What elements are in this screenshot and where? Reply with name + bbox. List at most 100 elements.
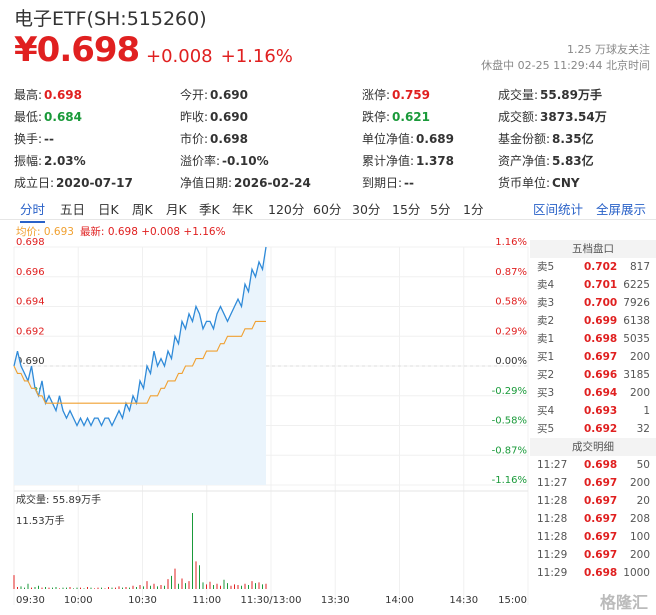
stat-value: 2026-02-24 xyxy=(234,176,311,190)
pct-tick-label: -0.58% xyxy=(492,416,527,427)
stat-label: 成立日: xyxy=(14,176,55,190)
pct-tick-label: 0.00% xyxy=(495,356,527,367)
stat-item: 累计净值: 1.378 xyxy=(362,152,454,169)
tab-5[interactable]: 季K xyxy=(199,202,220,217)
order-book-row: 买4 0.693 1 xyxy=(530,402,656,420)
order-volume: 7926 xyxy=(623,297,650,309)
range-stats-link[interactable]: 区间统计 xyxy=(533,202,584,217)
tab-8[interactable]: 60分 xyxy=(313,202,342,217)
x-tick-label: 13:30 xyxy=(321,595,350,606)
order-book-row: 买1 0.697 200 xyxy=(530,348,656,366)
security-title: 电子ETF(SH:515260) xyxy=(14,8,207,30)
stat-label: 最高: xyxy=(14,88,43,102)
stat-value: -- xyxy=(404,176,415,190)
stat-label: 成交额: xyxy=(498,110,539,124)
x-tick-label: 15:00 xyxy=(498,595,527,606)
stat-value: 0.690 xyxy=(210,88,249,102)
y-tick-label: 0.696 xyxy=(16,267,45,278)
volume-label: 成交量: 55.89万手 xyxy=(16,493,101,506)
trade-price: 0.697 xyxy=(584,477,618,489)
x-tick-label: 14:30 xyxy=(449,595,478,606)
order-volume: 6225 xyxy=(623,279,650,291)
change-percent: +1.16% xyxy=(220,46,293,67)
trade-time: 11:28 xyxy=(537,495,568,507)
order-level: 买1 xyxy=(537,351,555,363)
stat-label: 振幅: xyxy=(14,154,43,168)
order-panel: 五档盘口 卖5 0.702 817 卖4 0.701 6225 卖3 0.700 7926 卖2 0… xyxy=(530,240,656,582)
pct-tick-label: 0.87% xyxy=(495,267,527,278)
order-book-row: 卖3 0.700 7926 xyxy=(530,294,656,312)
trade-row: 11:29 0.698 1000 xyxy=(530,564,656,582)
order-price: 0.702 xyxy=(584,261,618,273)
followers-count[interactable]: 1.25 万球友关注 xyxy=(567,43,650,56)
order-price: 0.697 xyxy=(584,351,618,363)
stat-label: 溢价率: xyxy=(180,154,221,168)
order-volume: 5035 xyxy=(623,333,650,345)
tab-11[interactable]: 5分 xyxy=(430,202,451,217)
stat-value: 0.621 xyxy=(392,110,431,124)
tab-6[interactable]: 年K xyxy=(232,202,253,217)
market-status: 休盘中 02-25 11:29:44 北京时间 xyxy=(481,59,650,72)
order-book-row: 买2 0.696 3185 xyxy=(530,366,656,384)
tab-4[interactable]: 月K xyxy=(166,202,187,217)
trade-price: 0.697 xyxy=(584,531,618,543)
trade-list: 11:27 0.698 50 11:27 0.697 200 11:28 0.697 20 11:… xyxy=(530,456,656,582)
pct-tick-label: 0.29% xyxy=(495,326,527,337)
order-volume: 6138 xyxy=(623,315,650,327)
order-level: 卖2 xyxy=(537,315,555,327)
stat-label: 货币单位: xyxy=(498,176,551,190)
stat-value: 2020-07-17 xyxy=(56,176,133,190)
y-tick-label: 0.692 xyxy=(16,326,45,337)
intraday-chart[interactable]: 0.698 1.16% 0.696 0.87% 0.694 0.58% 0.692 0.29%… xyxy=(0,235,530,615)
trade-row: 11:27 0.698 50 xyxy=(530,456,656,474)
stat-value: 0.698 xyxy=(44,88,83,102)
order-level: 买5 xyxy=(537,423,555,435)
stat-item: 振幅: 2.03% xyxy=(14,152,86,169)
order-price: 0.699 xyxy=(584,315,618,327)
trade-row: 11:28 0.697 100 xyxy=(530,528,656,546)
order-level: 买2 xyxy=(537,369,555,381)
stat-item: 最低: 0.684 xyxy=(14,108,82,125)
pct-tick-label: 1.16% xyxy=(495,237,527,248)
fullscreen-link[interactable]: 全屏展示 xyxy=(596,202,647,217)
stat-value: 55.89万手 xyxy=(540,88,603,102)
order-level: 买3 xyxy=(537,387,555,399)
tab-9[interactable]: 30分 xyxy=(352,202,381,217)
tab-7[interactable]: 120分 xyxy=(268,202,305,217)
order-price: 0.698 xyxy=(584,333,618,345)
x-tick-label: 14:00 xyxy=(385,595,414,606)
tab-2[interactable]: 日K xyxy=(98,202,119,217)
stat-item: 到期日: -- xyxy=(362,174,414,191)
pct-tick-label: 0.58% xyxy=(495,297,527,308)
tab-0[interactable]: 分时 xyxy=(20,199,46,223)
tab-12[interactable]: 1分 xyxy=(463,202,484,217)
trade-volume: 1000 xyxy=(623,567,650,579)
stat-label: 换手: xyxy=(14,132,43,146)
stat-item: 最高: 0.698 xyxy=(14,86,82,103)
stat-value: 0.690 xyxy=(210,110,249,124)
tab-10[interactable]: 15分 xyxy=(392,202,421,217)
stat-value: 8.35亿 xyxy=(552,132,594,146)
stat-item: 跌停: 0.621 xyxy=(362,108,430,125)
order-volume: 1 xyxy=(643,405,650,417)
trade-row: 11:27 0.697 200 xyxy=(530,474,656,492)
order-price: 0.694 xyxy=(584,387,618,399)
stat-label: 累计净值: xyxy=(362,154,415,168)
stat-label: 昨收: xyxy=(180,110,209,124)
stat-item: 市价: 0.698 xyxy=(180,130,248,147)
stat-item: 今开: 0.690 xyxy=(180,86,248,103)
stat-label: 到期日: xyxy=(362,176,403,190)
order-book: 卖5 0.702 817 卖4 0.701 6225 卖3 0.700 7926 卖2 0.699 6… xyxy=(530,258,656,438)
stat-item: 资产净值: 5.83亿 xyxy=(498,152,594,169)
avg-price-line xyxy=(13,320,266,404)
trade-price: 0.697 xyxy=(584,513,618,525)
header-meta: 1.25 万球友关注 休盘中 02-25 11:29:44 北京时间 xyxy=(481,42,650,74)
x-tick-label: 11:00 xyxy=(192,595,221,606)
tab-1[interactable]: 五日 xyxy=(60,202,86,217)
tab-3[interactable]: 周K xyxy=(132,202,153,217)
trade-row: 11:28 0.697 208 xyxy=(530,510,656,528)
stat-value: 2.03% xyxy=(44,154,86,168)
stat-value: 3873.54万 xyxy=(540,110,607,124)
watermark-logo: 格隆汇 xyxy=(599,593,648,612)
order-volume: 817 xyxy=(629,261,650,273)
